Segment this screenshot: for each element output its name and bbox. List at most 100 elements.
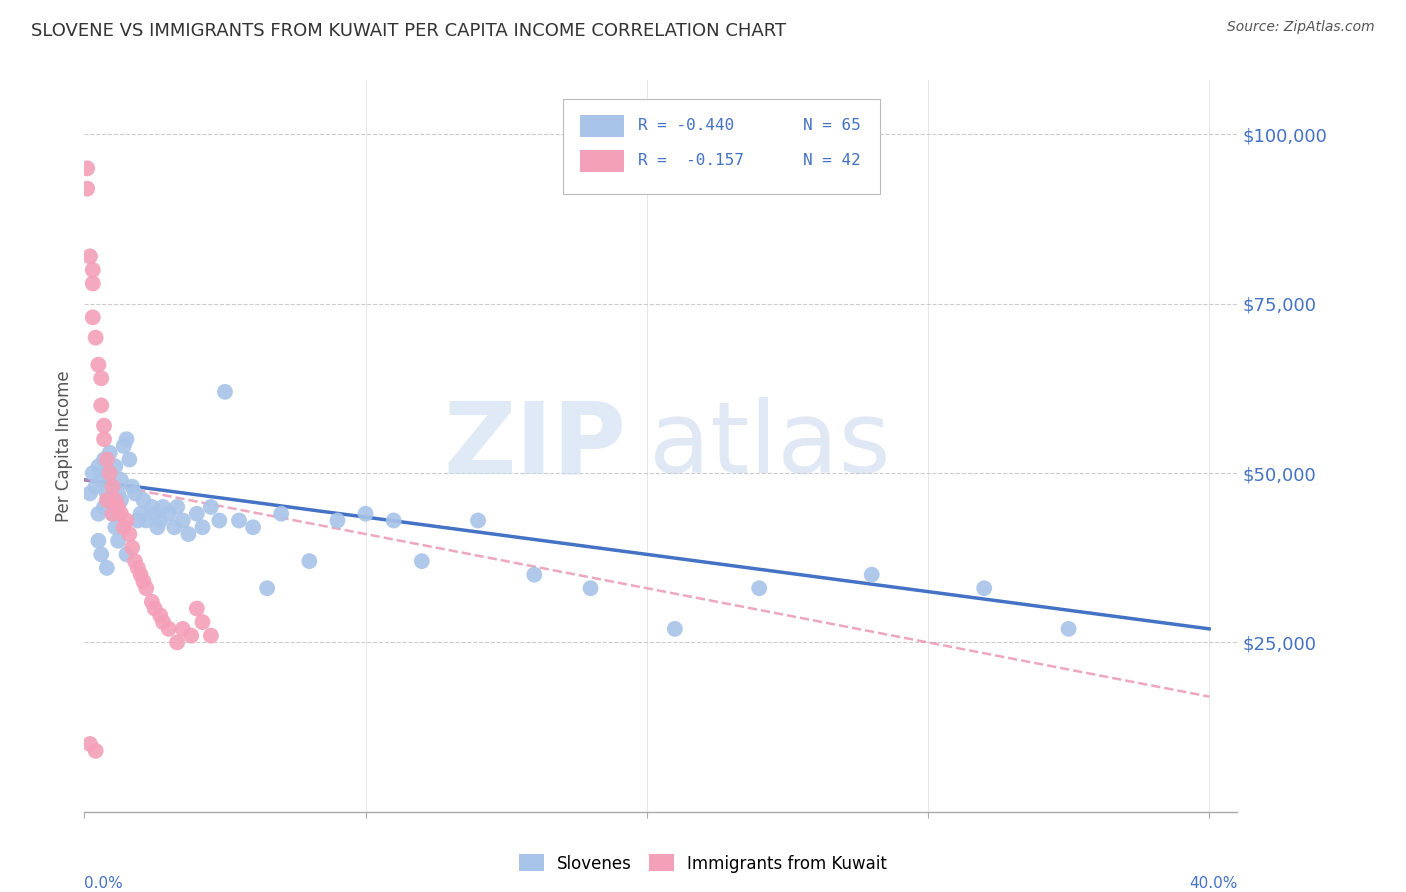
Text: 40.0%: 40.0% bbox=[1189, 876, 1237, 891]
Point bbox=[87, 507, 110, 521]
Point bbox=[84, 744, 107, 758]
Point bbox=[112, 439, 135, 453]
Point bbox=[1057, 622, 1080, 636]
Point bbox=[96, 561, 118, 575]
Point bbox=[135, 581, 157, 595]
Point bbox=[579, 581, 602, 595]
Point bbox=[664, 622, 686, 636]
Point bbox=[132, 574, 155, 589]
Text: SLOVENE VS IMMIGRANTS FROM KUWAIT PER CAPITA INCOME CORRELATION CHART: SLOVENE VS IMMIGRANTS FROM KUWAIT PER CA… bbox=[31, 22, 786, 40]
Point bbox=[110, 473, 132, 487]
Point bbox=[172, 514, 194, 528]
Point bbox=[135, 514, 157, 528]
Point bbox=[200, 629, 222, 643]
Point bbox=[157, 622, 180, 636]
FancyBboxPatch shape bbox=[581, 115, 624, 136]
Point bbox=[382, 514, 405, 528]
Point bbox=[152, 615, 174, 629]
Point bbox=[354, 507, 377, 521]
Point bbox=[90, 398, 112, 412]
Point bbox=[411, 554, 433, 568]
Point bbox=[298, 554, 321, 568]
Point bbox=[467, 514, 489, 528]
Point bbox=[96, 466, 118, 480]
Point bbox=[98, 446, 121, 460]
Point bbox=[101, 507, 124, 521]
Point bbox=[110, 493, 132, 508]
Point bbox=[180, 629, 202, 643]
Point bbox=[127, 514, 149, 528]
Text: atlas: atlas bbox=[650, 398, 891, 494]
Text: R = -0.440: R = -0.440 bbox=[638, 118, 734, 133]
Point bbox=[118, 452, 141, 467]
Point bbox=[82, 466, 104, 480]
Point bbox=[90, 371, 112, 385]
Point bbox=[76, 181, 98, 195]
Point bbox=[87, 459, 110, 474]
Point bbox=[93, 500, 115, 514]
Point bbox=[127, 561, 149, 575]
Point bbox=[270, 507, 292, 521]
Point bbox=[98, 493, 121, 508]
Point bbox=[228, 514, 250, 528]
Point bbox=[76, 161, 98, 176]
Point bbox=[129, 507, 152, 521]
Point bbox=[79, 737, 101, 751]
Point bbox=[87, 533, 110, 548]
Point bbox=[166, 500, 188, 514]
Point bbox=[115, 547, 138, 561]
Point bbox=[143, 601, 166, 615]
Point bbox=[107, 533, 129, 548]
Point bbox=[186, 601, 208, 615]
Point bbox=[523, 567, 546, 582]
Point bbox=[98, 466, 121, 480]
Point bbox=[101, 480, 124, 494]
Point bbox=[208, 514, 231, 528]
Point bbox=[115, 432, 138, 446]
Point bbox=[118, 527, 141, 541]
Point bbox=[93, 432, 115, 446]
Point bbox=[82, 263, 104, 277]
Text: N = 65: N = 65 bbox=[803, 118, 860, 133]
Point bbox=[115, 514, 138, 528]
Legend: Slovenes, Immigrants from Kuwait: Slovenes, Immigrants from Kuwait bbox=[512, 847, 894, 880]
Point bbox=[107, 486, 129, 500]
Point bbox=[84, 480, 107, 494]
Point bbox=[191, 520, 214, 534]
Point bbox=[101, 480, 124, 494]
Point bbox=[96, 493, 118, 508]
Point bbox=[96, 486, 118, 500]
Point bbox=[163, 520, 186, 534]
Point bbox=[104, 520, 127, 534]
Point bbox=[748, 581, 770, 595]
Point bbox=[132, 493, 155, 508]
Point bbox=[146, 520, 169, 534]
Point bbox=[141, 595, 163, 609]
Text: ZIP: ZIP bbox=[443, 398, 626, 494]
Text: N = 42: N = 42 bbox=[803, 153, 860, 169]
Point bbox=[157, 507, 180, 521]
Point bbox=[149, 608, 172, 623]
Y-axis label: Per Capita Income: Per Capita Income bbox=[55, 370, 73, 522]
Point bbox=[84, 331, 107, 345]
Point bbox=[107, 500, 129, 514]
Point bbox=[104, 459, 127, 474]
Point bbox=[973, 581, 995, 595]
Point bbox=[82, 277, 104, 291]
Point bbox=[110, 507, 132, 521]
Point bbox=[200, 500, 222, 514]
Point bbox=[129, 567, 152, 582]
Point bbox=[141, 500, 163, 514]
Text: R =  -0.157: R = -0.157 bbox=[638, 153, 744, 169]
FancyBboxPatch shape bbox=[581, 150, 624, 171]
Point bbox=[166, 635, 188, 649]
Point bbox=[172, 622, 194, 636]
Point bbox=[242, 520, 264, 534]
Text: Source: ZipAtlas.com: Source: ZipAtlas.com bbox=[1227, 20, 1375, 34]
Point bbox=[214, 384, 236, 399]
Point bbox=[186, 507, 208, 521]
Point bbox=[124, 486, 146, 500]
Point bbox=[82, 310, 104, 325]
Text: 0.0%: 0.0% bbox=[84, 876, 124, 891]
Point bbox=[152, 500, 174, 514]
